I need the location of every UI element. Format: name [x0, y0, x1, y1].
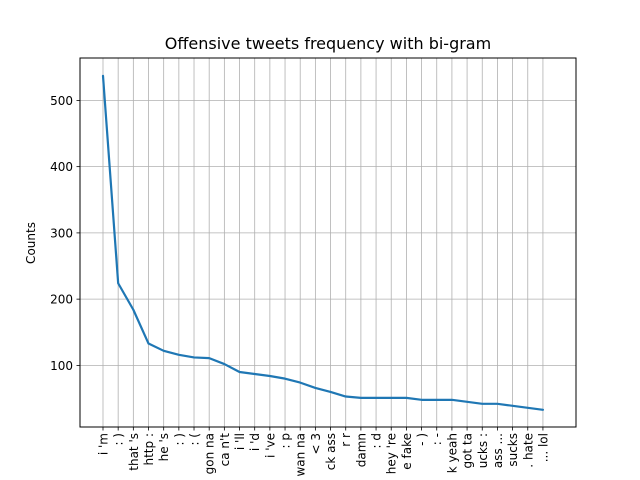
x-tick-label: wan na [294, 433, 308, 477]
y-axis-label: Counts [24, 222, 38, 264]
grid [80, 58, 576, 427]
y-tick-label: 500 [50, 94, 73, 108]
x-tick-label: gon na [203, 433, 217, 474]
x-tick-label: ck ass [324, 433, 338, 470]
x-tick-label: i 'm [97, 433, 111, 455]
x-tick-label: : p [279, 433, 293, 448]
x-tick-label: ... lol [536, 433, 550, 462]
x-tick-label: : ) [172, 433, 186, 446]
x-tick-label: http : [142, 433, 156, 466]
x-tick-label: sucks [506, 433, 520, 467]
x-tick-label: ass ... [491, 433, 505, 468]
x-tick-label: . hate [521, 433, 535, 468]
x-tick-label: he 's [157, 433, 171, 461]
x-tick-label: damn [354, 433, 368, 467]
y-tick-label: 400 [50, 160, 73, 174]
chart-title: Offensive tweets frequency with bi-gram [165, 34, 491, 53]
x-tick-label: : d [370, 433, 384, 448]
x-tick-label: that 's [127, 433, 141, 471]
x-tick-label: e fake [400, 433, 414, 470]
x-tick-label: : ( [188, 433, 202, 446]
x-tick-label: : ) [112, 433, 126, 446]
x-tick-label: hey 're [385, 433, 399, 474]
x-tick-label: i 'd [248, 433, 262, 451]
x-tick-label: ca n't [218, 433, 232, 467]
series-line [101, 74, 545, 411]
x-tick-label: - ) [415, 433, 429, 446]
plot-frame [79, 57, 577, 428]
x-tick-label: r r [339, 433, 353, 447]
x-tick-label: k yeah [445, 433, 459, 473]
x-tick-label: ucks : [476, 433, 490, 468]
x-tick-label: < 3 [309, 433, 323, 455]
x-tick-label: i 've [263, 433, 277, 458]
x-tick-label: got ta [461, 433, 475, 469]
y-tick-label: 300 [50, 226, 73, 240]
x-tick-label: i 'll [233, 433, 247, 450]
y-tick-label: 200 [50, 293, 73, 307]
y-tick-label: 100 [50, 359, 73, 373]
x-tick-label: : - [430, 433, 444, 445]
